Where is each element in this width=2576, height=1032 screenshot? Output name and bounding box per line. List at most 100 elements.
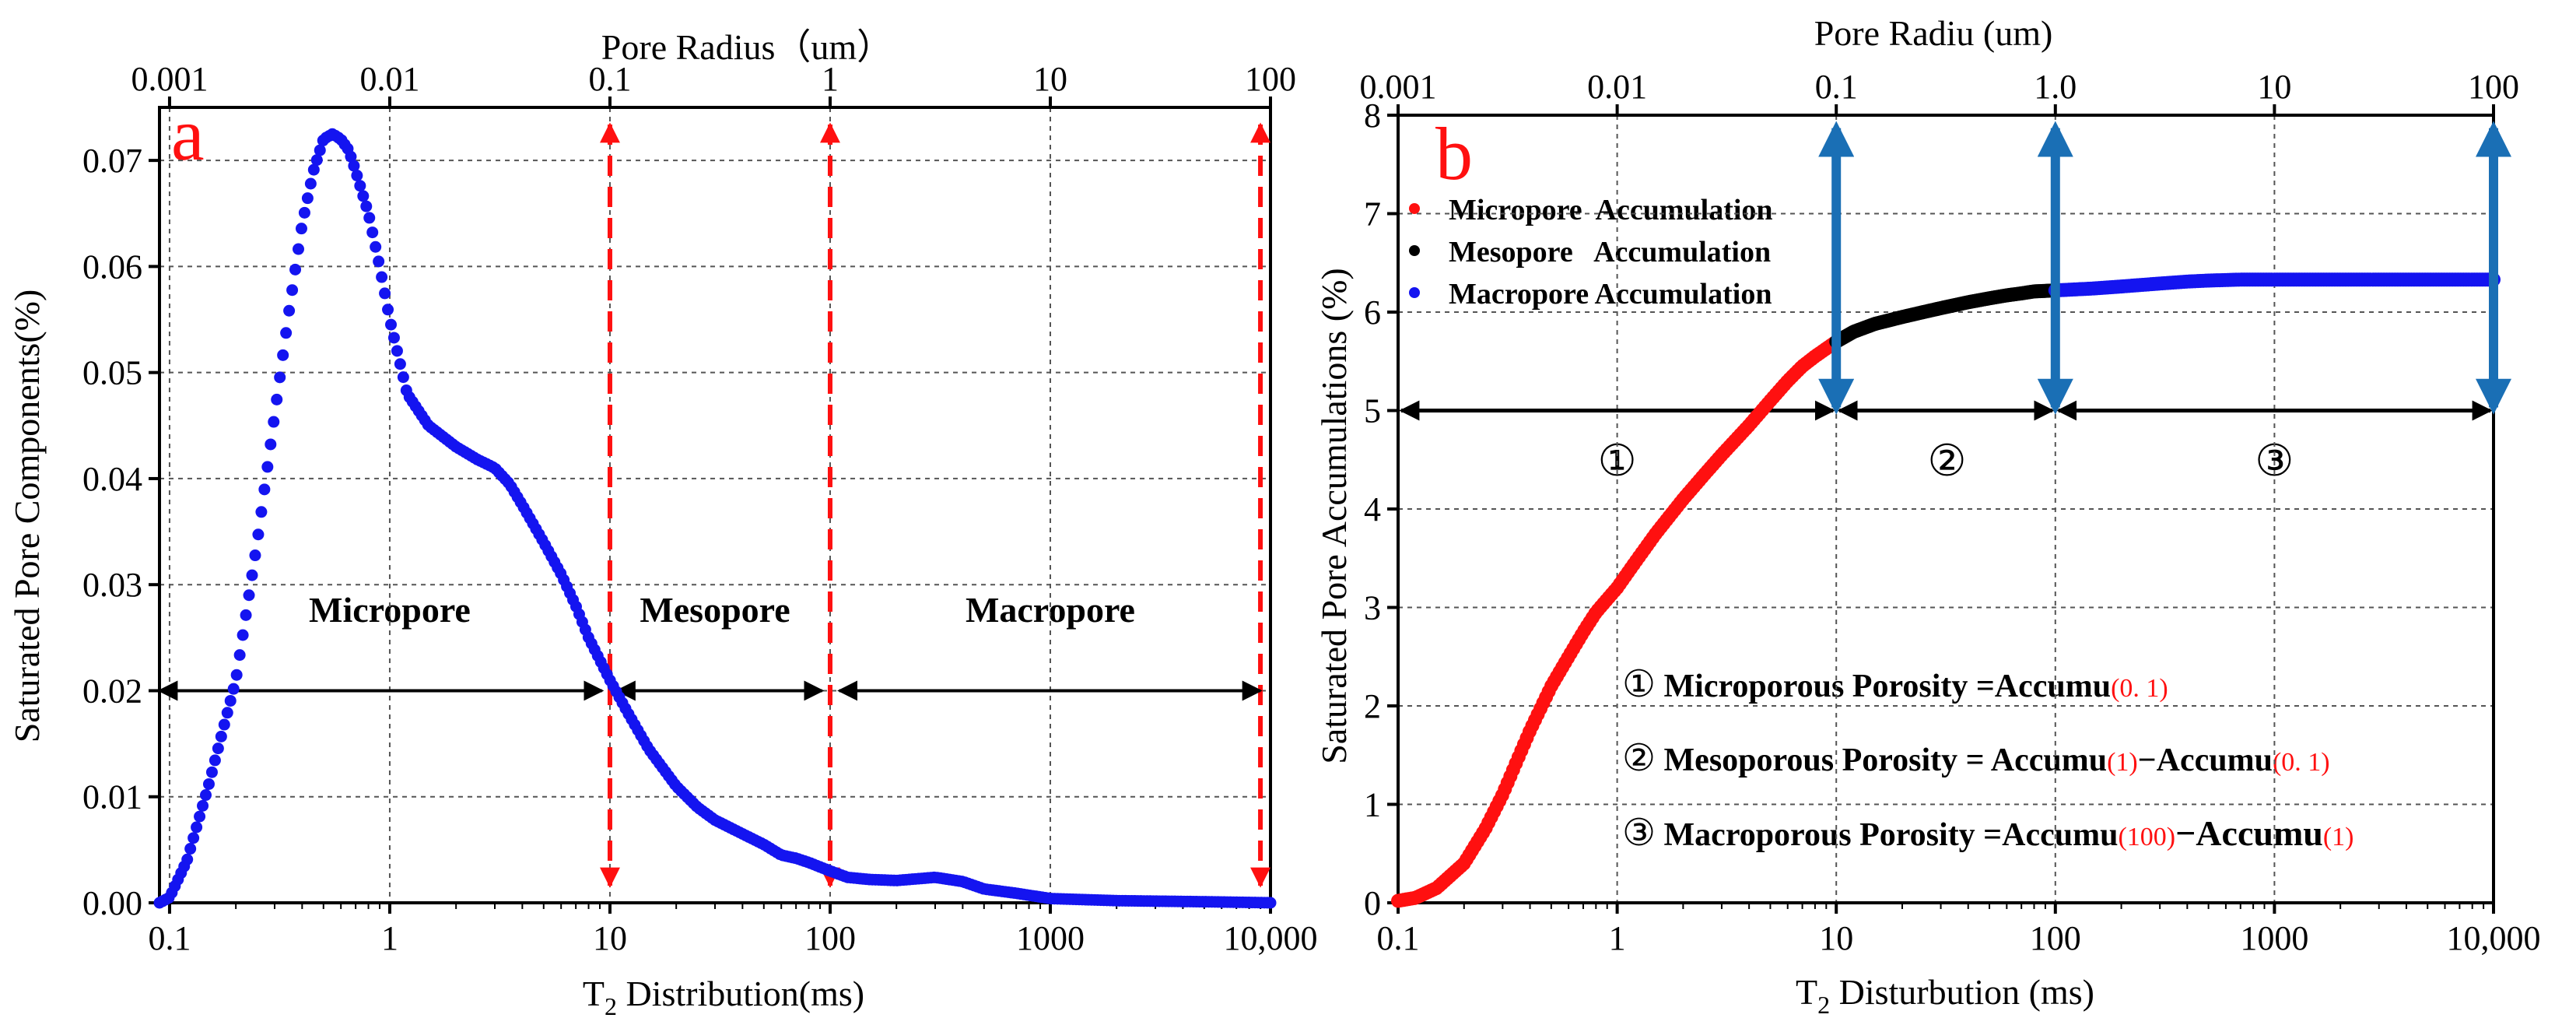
panel-a: Pore Radius（um） Saturated Pore Component… xyxy=(7,27,1318,1020)
series-a-point-78 xyxy=(394,358,406,370)
formula-macro-num: ③ xyxy=(1622,813,1656,854)
legend-label-macropore: Macropore Accumulation xyxy=(1449,278,1772,311)
series-a-point-11 xyxy=(188,832,200,844)
formula-macro-text: Macroporous Porosity =Accumu xyxy=(1656,817,2118,853)
series-a-point-24 xyxy=(227,683,240,695)
x-tick-label-2: 10 xyxy=(593,919,627,957)
legend-marker-micropore xyxy=(1409,203,1420,214)
series-a-point-63 xyxy=(348,160,360,172)
series-a-point-10 xyxy=(184,843,197,855)
series-a-point-71 xyxy=(373,255,385,268)
panel-b-xlabel-main: T xyxy=(1796,972,1817,1012)
series-a-point-68 xyxy=(363,212,376,224)
y-tick-label-7: 0.07 xyxy=(82,142,142,180)
panel-a-ylabel: Saturated Pore Components(%) xyxy=(7,290,47,743)
series-a-point-29 xyxy=(243,589,255,602)
x-tick-label-0: 0.1 xyxy=(1377,919,1420,957)
series-a-point-44 xyxy=(289,263,302,276)
y-tick-label-4: 0.04 xyxy=(82,460,142,498)
series-a-point-66 xyxy=(357,190,370,202)
series-a-point-23 xyxy=(224,694,237,707)
panel-a-xlabel-rest: Distribution(ms) xyxy=(617,974,864,1013)
series-a-point-33 xyxy=(255,506,268,518)
panel-b-label: b xyxy=(1435,112,1473,195)
series-a-point-37 xyxy=(268,416,280,428)
series-a-point-18 xyxy=(209,754,221,767)
legend-label-micropore: Micropore Accumulation xyxy=(1449,194,1773,226)
series-a-point-17 xyxy=(205,766,218,778)
panel-b-ylabel: Saturated Pore Accumulations (%) xyxy=(1314,268,1354,763)
y-tick-label-0: 0 xyxy=(1364,884,1381,922)
x-tick-label-4: 1000 xyxy=(1016,919,1085,957)
series-a-point-25 xyxy=(230,669,243,681)
panel-b-xlabel-rest: Disturbution (ms) xyxy=(1830,972,2094,1012)
series-a-point-42 xyxy=(283,304,296,317)
series-a-point-50 xyxy=(307,163,320,176)
panel-a-top-axis-title: Pore Radius（um） xyxy=(601,27,892,67)
series-a-point-28 xyxy=(240,609,252,621)
series-a-point-34 xyxy=(258,483,271,496)
y-tick-label-5: 5 xyxy=(1364,392,1381,430)
y-tick-label-2: 0.02 xyxy=(82,672,142,710)
legend-label-mesopore: Mesopore Accumulation xyxy=(1449,236,1771,269)
x-tick-label-3: 100 xyxy=(804,919,856,957)
top-tick-label-0: 0.001 xyxy=(131,60,208,98)
series-a-point-48 xyxy=(301,192,314,205)
series-a-point-70 xyxy=(370,240,382,253)
series-a-point-43 xyxy=(286,284,299,297)
panel-a-xlabel-sub: 2 xyxy=(605,992,617,1020)
series-a-point-14 xyxy=(197,799,209,812)
y-tick-label-8: 8 xyxy=(1364,97,1381,135)
panel-a-xlabel: T2 Distribution(ms) xyxy=(583,974,864,1020)
top-tick-label-0: 0.001 xyxy=(1360,68,1437,106)
series-a-point-77 xyxy=(391,345,403,357)
top-tick-label-5: 100 xyxy=(2468,68,2519,106)
formula-macro-part-2: −Accumu xyxy=(2175,813,2323,853)
series-a-point-51 xyxy=(310,154,323,167)
series-a-point-27 xyxy=(237,629,249,641)
series-a-point-74 xyxy=(382,304,394,316)
series-a-point-72 xyxy=(376,271,388,283)
top-tick-label-2: 0.1 xyxy=(1815,68,1858,106)
formula-macro: ③ Macroporous Porosity =Accumu(100)−Accu… xyxy=(1622,813,2354,854)
formula-meso-part-3: (0. 1) xyxy=(2273,748,2330,777)
x-tick-label-0: 0.1 xyxy=(148,919,191,957)
top-tick-label-2: 0.1 xyxy=(588,60,631,98)
formula-meso-text: Mesoporous Porosity = Accumu xyxy=(1656,742,2107,778)
plot-frame xyxy=(158,106,1272,904)
series-a-point-67 xyxy=(360,200,373,212)
y-tick-label-5: 0.05 xyxy=(82,354,142,392)
range-label-mesopore: Mesopore xyxy=(640,590,790,630)
y-tick-label-2: 2 xyxy=(1364,687,1381,725)
range-label-2: ② xyxy=(1927,437,1966,486)
series-a-point-21 xyxy=(218,718,230,731)
series-a-point-79 xyxy=(397,371,409,384)
series-a-point-69 xyxy=(366,226,379,239)
series-a-point-32 xyxy=(252,528,265,541)
series-a-point-65 xyxy=(354,180,366,192)
series-a-point-38 xyxy=(271,393,283,405)
series-a-point-13 xyxy=(194,810,206,823)
legend-marker-mesopore xyxy=(1409,245,1420,256)
y-tick-label-6: 6 xyxy=(1364,293,1381,332)
legend: Micropore Accumulation Mesopore Accumula… xyxy=(1409,194,1773,311)
series-a-point-35 xyxy=(261,461,274,473)
series-a-point-15 xyxy=(200,789,212,802)
top-tick-label-4: 10 xyxy=(1033,60,1067,98)
top-tick-label-3: 1 xyxy=(822,60,839,98)
top-tick-label-3: 1.0 xyxy=(2034,68,2077,106)
y-tick-label-7: 7 xyxy=(1364,195,1381,233)
y-tick-label-0: 0.00 xyxy=(82,884,142,922)
x-tick-label-3: 100 xyxy=(2030,919,2081,957)
x-tick-label-4: 1000 xyxy=(2240,919,2308,957)
series-a-point-39 xyxy=(274,371,286,384)
x-tick-label-1: 1 xyxy=(381,919,398,957)
series-a-point-12 xyxy=(191,821,203,834)
x-tick-label-1: 1 xyxy=(1609,919,1626,957)
series-a-point-40 xyxy=(277,349,289,361)
series-a-point-360 xyxy=(1264,897,1277,909)
series-a-point-30 xyxy=(246,569,258,581)
formula-macro-part-1: (100) xyxy=(2118,823,2175,851)
series-a-point-20 xyxy=(215,730,227,742)
series-a-point-16 xyxy=(202,778,215,790)
